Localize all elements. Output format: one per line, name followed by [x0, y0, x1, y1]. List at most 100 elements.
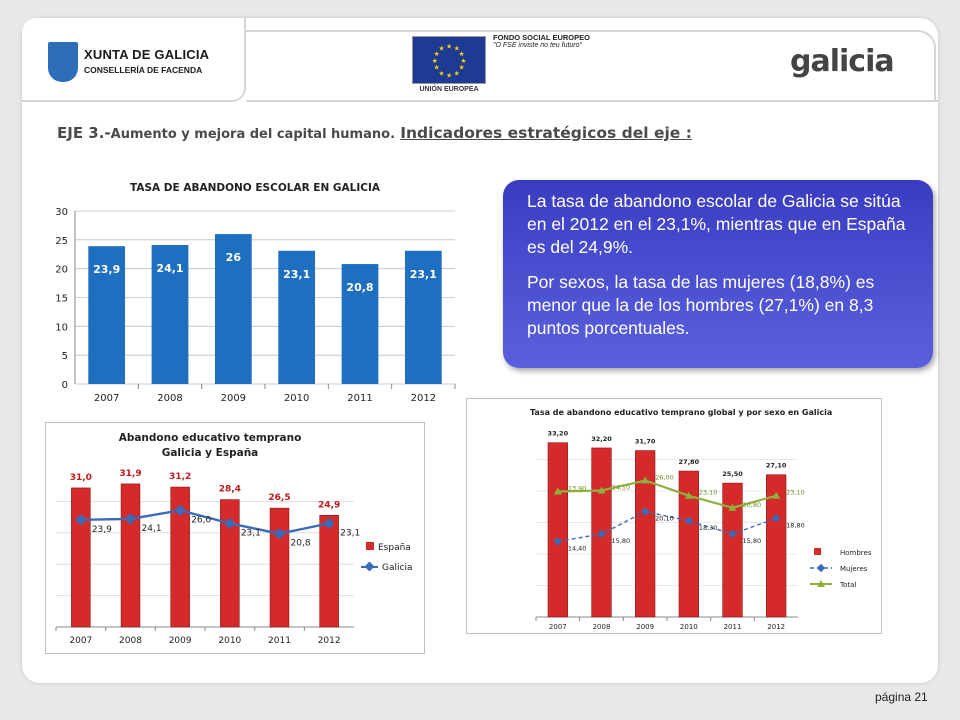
bar-value-label: 26	[226, 251, 242, 264]
line-value-label: 20,80	[743, 501, 762, 509]
line-value-label: 20,8	[291, 539, 311, 549]
bar-value-label: 31,0	[70, 473, 92, 483]
bar-espana	[320, 515, 339, 627]
line-value-label: 23,9	[92, 525, 112, 535]
chart-galicia-dropout-rate: TASA DE ABANDONO ESCOLAR EN GALICIA 0 5 10 1…	[35, 178, 460, 408]
page-number: página 21	[875, 690, 928, 704]
svg-text:★: ★	[446, 43, 452, 51]
legend-label-hombres: Hombres	[840, 549, 872, 557]
y-tick-label: 30	[55, 207, 68, 218]
fse-title: FONDO SOCIAL EUROPEO	[493, 33, 590, 42]
x-tick-label: 2009	[221, 393, 246, 404]
bar-value-label: 25,50	[722, 470, 743, 478]
bar-value-label: 23,1	[283, 268, 310, 281]
x-tick-label: 2008	[119, 636, 142, 646]
bar-value-label: 27,80	[679, 458, 700, 466]
y-tick-label: 0	[62, 380, 68, 391]
bar-value-label: 31,2	[169, 472, 191, 482]
y-tick-label: 15	[55, 294, 68, 305]
x-tick-label: 2011	[347, 393, 372, 404]
legend-label-total: Total	[839, 581, 856, 589]
y-tick-label: 10	[55, 322, 68, 333]
chart-subtitle: Galicia y España	[162, 447, 259, 459]
svg-text:★: ★	[446, 71, 452, 79]
x-tick-label: 2010	[284, 393, 309, 404]
y-tick-label: 20	[55, 265, 68, 276]
line-value-label: 24,1	[142, 524, 162, 534]
summary-callout: La tasa de abandono escolar de Galicia s…	[503, 180, 933, 368]
title-axis: EJE 3.-	[57, 124, 111, 142]
chart-title: Abandono educativo temprano	[119, 432, 302, 444]
x-tick-label: 2007	[549, 623, 567, 631]
bar-value-label: 31,9	[119, 469, 141, 479]
x-tick-label: 2010	[218, 636, 241, 646]
title-indicators: Indicadores estratégicos del eje :	[400, 124, 692, 142]
legend-swatch-espana	[366, 542, 374, 550]
line-value-label: 23,1	[340, 528, 360, 538]
bar-value-label: 26,5	[268, 493, 290, 503]
bar-value-label: 24,9	[318, 500, 340, 510]
bar-value-label: 31,70	[635, 438, 656, 446]
line-value-label: 18,80	[786, 521, 805, 529]
title-subject: Aumento y mejora del capital humano.	[111, 127, 395, 142]
x-tick-label: 2012	[411, 393, 436, 404]
svg-text:★: ★	[438, 44, 444, 52]
x-tick-label: 2009	[169, 636, 192, 646]
legend-label-espana: España	[378, 543, 411, 553]
eu-label: UNIÓN EUROPEA	[412, 86, 486, 93]
page-title: EJE 3.-Aumento y mejora del capital huma…	[57, 124, 692, 142]
xunta-logo: XUNTA DE GALICIA CONSELLERÍA DE FACENDA	[48, 42, 238, 84]
line-value-label: 26,00	[655, 474, 674, 482]
legend-label-galicia: Galicia	[382, 563, 412, 573]
bar-espana	[270, 508, 289, 627]
galicia-logo: galicia	[790, 44, 894, 79]
bar-value-label: 24,1	[156, 262, 183, 275]
x-tick-label: 2008	[593, 623, 611, 631]
line-value-label: 23,10	[786, 489, 805, 497]
bar-value-label: 23,9	[93, 263, 120, 276]
legend-swatch-hombres	[814, 548, 821, 555]
line-value-label: 14,40	[568, 544, 587, 552]
bar-value-label: 32,20	[591, 435, 612, 443]
y-tick-label: 25	[55, 236, 68, 247]
x-tick-label: 2012	[318, 636, 341, 646]
y-tick-label: 5	[62, 351, 68, 362]
header-divider	[246, 100, 938, 102]
line-value-label: 23,90	[568, 485, 587, 493]
line-value-label: 26,0	[191, 515, 211, 525]
chart-dropout-by-sex: Tasa de abandono educativo temprano glob…	[466, 398, 882, 634]
legend-label-mujeres: Mujeres	[840, 565, 868, 573]
line-value-label: 18,30	[699, 524, 718, 532]
bar-espana	[71, 488, 90, 627]
line-value-label: 15,80	[612, 537, 631, 545]
fse-motto: "O FSE inviste no teu futuro"	[493, 42, 582, 49]
eu-flag-icon: ★ ★★★★★ ★★★★★★	[412, 36, 486, 84]
x-tick-label: 2008	[157, 393, 182, 404]
bar-value-label: 20,8	[346, 281, 373, 294]
line-value-label: 23,10	[699, 489, 718, 497]
x-tick-label: 2007	[94, 393, 119, 404]
svg-text:★: ★	[454, 69, 460, 77]
bar-hombres	[548, 443, 568, 617]
chart-spain-vs-galicia: Abandono educativo temprano Galicia y Esp…	[45, 422, 425, 654]
callout-paragraph-2: Por sexos, la tasa de las mujeres (18,8%…	[527, 271, 913, 340]
x-tick-label: 2011	[268, 636, 291, 646]
x-tick-label: 2009	[636, 623, 654, 631]
xunta-shield-icon	[48, 42, 78, 82]
x-tick-label: 2010	[680, 623, 698, 631]
xunta-name: XUNTA DE GALICIA	[84, 47, 209, 62]
bar-value-label: 28,4	[219, 485, 241, 495]
x-tick-label: 2012	[767, 623, 785, 631]
chart-title: Tasa de abandono educativo temprano glob…	[530, 408, 832, 417]
line-value-label: 23,1	[241, 528, 261, 538]
xunta-department: CONSELLERÍA DE FACENDA	[84, 65, 202, 75]
line-value-label: 15,80	[743, 537, 762, 545]
line-value-label: 20,10	[655, 514, 674, 522]
bar-espana	[121, 484, 140, 627]
bar-value-label: 23,1	[410, 268, 437, 281]
bar-hombres	[635, 451, 655, 617]
x-tick-label: 2011	[724, 623, 742, 631]
bar-value-label: 33,20	[548, 430, 569, 438]
bar-value-label: 27,10	[766, 462, 787, 470]
chart-frame	[467, 399, 882, 634]
